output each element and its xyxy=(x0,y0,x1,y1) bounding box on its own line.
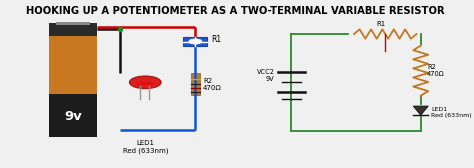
Bar xyxy=(49,36,97,96)
Text: R2
470Ω: R2 470Ω xyxy=(203,77,222,91)
Polygon shape xyxy=(413,106,428,115)
Text: R2
470Ω: R2 470Ω xyxy=(427,64,445,77)
Bar xyxy=(191,73,200,95)
Text: R1: R1 xyxy=(376,21,386,27)
Text: LED1
Red (633nm): LED1 Red (633nm) xyxy=(431,107,472,118)
Bar xyxy=(183,37,208,46)
Circle shape xyxy=(189,39,202,44)
Bar xyxy=(137,82,153,85)
Circle shape xyxy=(129,76,161,89)
Bar xyxy=(49,94,97,137)
Bar xyxy=(56,23,90,25)
Text: 9v: 9v xyxy=(64,110,82,123)
Text: HOOKING UP A POTENTIOMETER AS A TWO-TERMINAL VARIABLE RESISTOR: HOOKING UP A POTENTIOMETER AS A TWO-TERM… xyxy=(26,6,444,16)
Bar xyxy=(49,23,97,36)
Text: R1: R1 xyxy=(211,35,221,44)
Text: LED1
Red (633nm): LED1 Red (633nm) xyxy=(123,140,168,154)
Text: VCC2
9V: VCC2 9V xyxy=(256,69,274,82)
